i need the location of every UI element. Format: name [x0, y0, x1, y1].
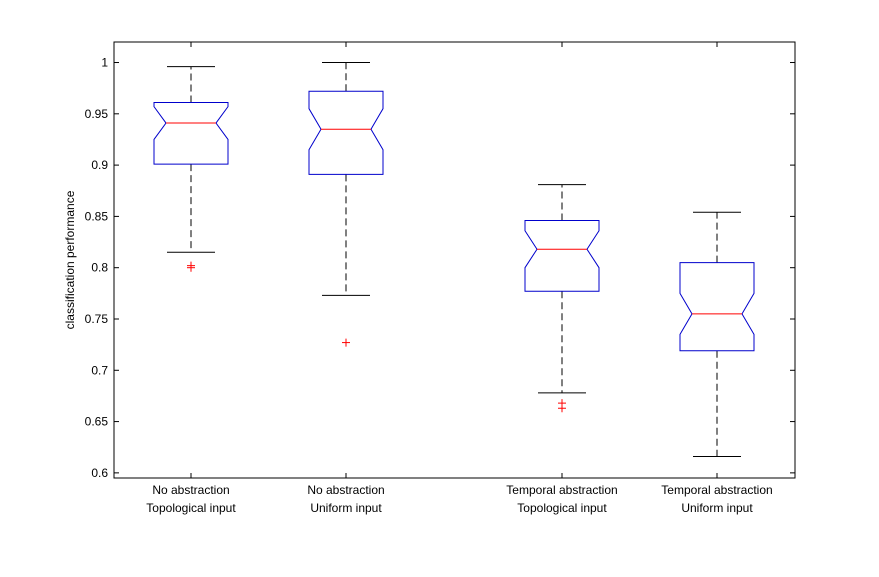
y-tick-label: 1 [101, 56, 108, 70]
outlier-marker [342, 338, 350, 347]
notched-box [153, 102, 229, 165]
notched-box [679, 262, 755, 352]
x-category-label: Temporal abstraction [506, 483, 617, 497]
plot-frame [113, 41, 796, 479]
y-tick-label: 0.6 [91, 466, 108, 480]
box-group [153, 42, 229, 478]
y-tick-label: 0.95 [85, 107, 109, 121]
x-category-label: No abstraction [307, 483, 384, 497]
x-category-label: Uniform input [310, 501, 382, 515]
plot-area [114, 42, 795, 478]
outlier-marker [558, 399, 566, 408]
box-group [524, 42, 600, 478]
y-tick-label: 0.7 [91, 363, 108, 377]
outlier-marker [187, 261, 195, 270]
box-group [308, 42, 384, 478]
y-tick-label: 0.8 [91, 261, 108, 275]
y-tick-label: 0.9 [91, 158, 108, 172]
notched-box [308, 90, 384, 175]
notched-box [524, 220, 600, 292]
box-group [679, 42, 755, 478]
y-axis-label: classification performance [63, 190, 77, 329]
y-tick-label: 0.75 [85, 312, 109, 326]
x-category-label: Topological input [146, 501, 236, 515]
x-category-label: No abstraction [152, 483, 229, 497]
y-tick-label: 0.85 [85, 209, 109, 223]
y-tick-label: 0.65 [85, 415, 109, 429]
x-category-label: Uniform input [681, 501, 753, 515]
x-category-label: Topological input [517, 501, 607, 515]
x-category-label: Temporal abstraction [661, 483, 772, 497]
